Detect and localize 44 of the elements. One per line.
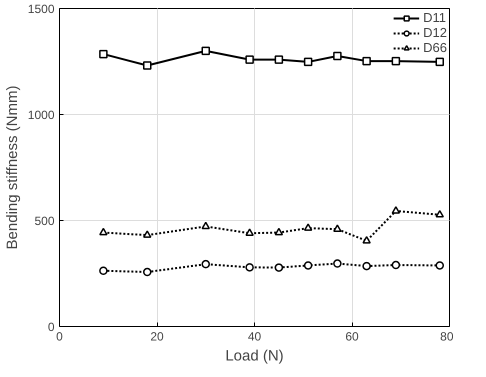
point [304, 261, 312, 270]
point [202, 46, 210, 56]
point [245, 263, 254, 272]
x-tick-label: 0 [56, 330, 64, 344]
point [362, 56, 371, 66]
point [436, 210, 444, 218]
legend-label: D12 [423, 25, 447, 40]
point [245, 55, 254, 64]
point [392, 56, 400, 66]
point [436, 58, 444, 66]
point [99, 50, 108, 58]
point [304, 223, 312, 231]
point [143, 230, 152, 238]
point [333, 224, 342, 232]
point [143, 268, 152, 276]
point [274, 263, 284, 272]
point [362, 236, 371, 244]
legend-label: D66 [423, 40, 447, 55]
y-tick-label: 1500 [28, 2, 55, 16]
point [392, 260, 400, 270]
point [333, 259, 342, 268]
x-tick-label: 20 [150, 330, 164, 344]
y-tick-label: 1000 [28, 108, 55, 122]
x-tick-label: 60 [345, 330, 359, 344]
point [99, 228, 108, 236]
point [99, 266, 108, 275]
legend-label: D11 [423, 10, 446, 25]
point [436, 261, 444, 270]
point [274, 228, 284, 236]
point [202, 260, 210, 268]
point [304, 58, 312, 66]
point [333, 52, 342, 60]
point [143, 61, 152, 70]
y-tick-label: 500 [34, 214, 55, 228]
point [274, 55, 284, 64]
point [392, 206, 400, 214]
x-tick-label: 40 [248, 330, 262, 344]
point [202, 222, 210, 230]
point [362, 262, 371, 270]
y-tick-label: 0 [48, 320, 55, 334]
y-axis-title: Bending stiffness (Nmm) [4, 86, 21, 250]
x-tick-label: 80 [440, 330, 454, 344]
x-axis-title: Load (N) [225, 348, 284, 364]
point [245, 228, 254, 236]
